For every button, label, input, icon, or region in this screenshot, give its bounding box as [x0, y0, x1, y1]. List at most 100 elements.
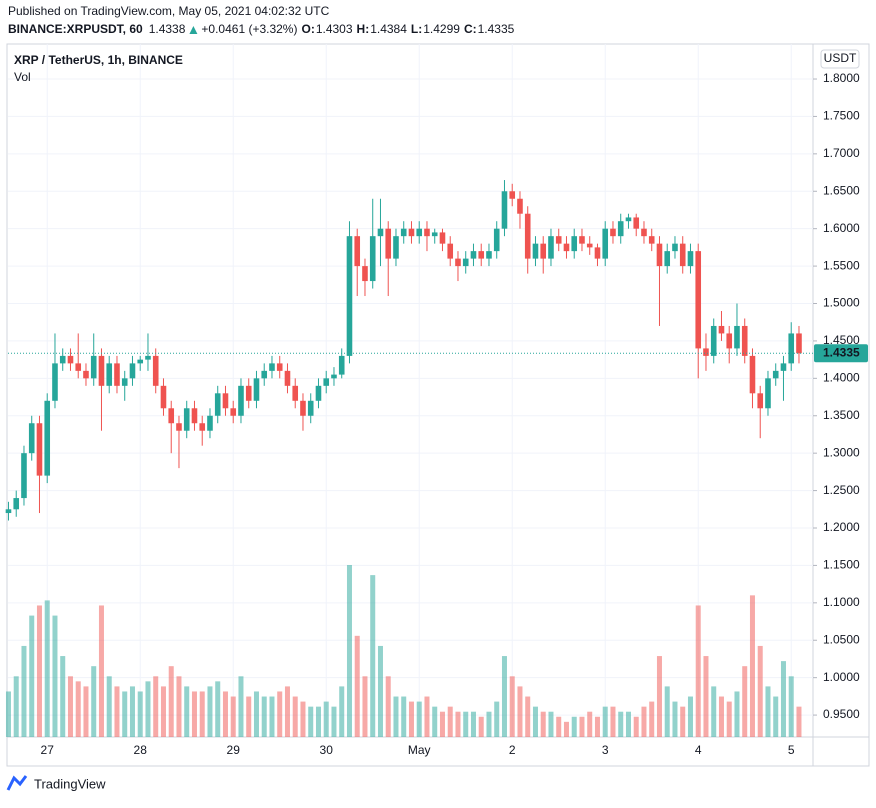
ohlc-value: 1.4299	[423, 22, 460, 36]
volume-bar	[44, 600, 50, 737]
candle-body	[780, 363, 787, 371]
volume-bar	[470, 711, 476, 737]
candle-body	[90, 355, 97, 379]
candle-body	[145, 355, 151, 360]
footer-text: TradingView	[34, 776, 106, 791]
volume-bar	[788, 676, 794, 737]
volume-bar	[664, 686, 670, 737]
candle-body	[509, 191, 516, 199]
ohlc-key: O:	[301, 22, 314, 36]
candle-body	[571, 236, 578, 252]
candle-body	[408, 228, 415, 237]
candle-body	[679, 243, 686, 267]
candle-body	[695, 251, 702, 349]
candle-body	[493, 228, 500, 252]
volume-bar	[346, 565, 352, 737]
ohlc-key: C:	[464, 22, 477, 36]
candle-body	[106, 363, 113, 386]
volume-bar	[486, 711, 492, 737]
candle-body	[207, 415, 213, 431]
ohlc-value: 1.4384	[370, 22, 407, 36]
volume-bar	[447, 706, 453, 737]
volume-bar	[525, 696, 531, 737]
candle-body	[555, 236, 562, 244]
y-tick-label: 1.4000	[823, 371, 860, 385]
candle-body	[772, 370, 779, 379]
volume-bar	[323, 701, 329, 737]
volume-bar	[556, 716, 562, 737]
ohlc-value: 1.4303	[316, 22, 353, 36]
volume-bar	[269, 696, 275, 737]
volume-bar	[129, 686, 135, 737]
y-tick-label: 1.1500	[823, 558, 860, 572]
candle-body	[269, 363, 275, 371]
logo-icon	[6, 775, 28, 791]
candle-body	[563, 243, 570, 252]
candle-body	[687, 251, 694, 267]
y-tick-label: 1.3500	[823, 408, 860, 422]
candle-layer	[5, 180, 802, 521]
candle-body	[734, 325, 740, 349]
candle-body	[238, 385, 244, 416]
candle-body	[75, 363, 82, 371]
candle-body	[300, 400, 306, 416]
volume-bar	[114, 686, 120, 737]
volume-bar	[238, 676, 244, 737]
volume-bar	[687, 696, 693, 737]
candle-body	[765, 378, 771, 409]
candle-body	[52, 363, 58, 401]
ohlc-value: 1.4335	[478, 22, 515, 36]
candle-body	[540, 243, 547, 259]
candle-body	[703, 348, 709, 356]
candle-body	[602, 228, 609, 259]
currency-box[interactable]	[820, 49, 860, 69]
candle-body	[439, 232, 446, 244]
candle-body	[625, 217, 632, 222]
chart-frame	[6, 43, 870, 767]
volume-bar	[734, 691, 740, 737]
candle-body	[470, 251, 477, 259]
volume-bar	[672, 701, 678, 737]
volume-bar	[215, 681, 221, 737]
volume-bar	[370, 575, 376, 737]
volume-bar	[13, 676, 19, 737]
volume-bar	[416, 701, 422, 737]
y-tick-label: 1.6000	[823, 221, 860, 235]
y-tick-label: 1.2000	[823, 520, 860, 534]
volume-bar	[284, 686, 290, 737]
grid	[8, 44, 813, 737]
footer-logo: TradingView	[6, 775, 106, 791]
candle-body	[168, 408, 175, 424]
candle-body	[718, 325, 725, 334]
candle-body	[749, 355, 756, 394]
volume-bar	[501, 656, 507, 737]
candle-body	[114, 363, 120, 386]
currency-label: USDT	[824, 51, 857, 65]
x-tick-label: 5	[788, 743, 795, 757]
up-triangle	[189, 26, 198, 34]
candle-body	[579, 236, 585, 244]
candle-body	[261, 370, 268, 379]
volume-bar	[532, 706, 538, 737]
volume-bar	[261, 696, 267, 737]
x-tick-label: May	[408, 743, 431, 757]
candle-body	[59, 355, 66, 364]
x-tick-label: 30	[320, 743, 334, 757]
volume-bar	[331, 706, 337, 737]
volume-bar	[52, 615, 58, 737]
candle-body	[13, 498, 20, 510]
x-tick-label: 3	[602, 743, 609, 757]
volume-bar	[315, 706, 321, 737]
y-tick-label: 1.7500	[823, 109, 860, 123]
volume-bar	[377, 645, 383, 737]
volume-bar	[563, 721, 569, 737]
candle-body	[284, 370, 291, 386]
candle-body	[83, 370, 89, 379]
volume-bar	[408, 701, 414, 737]
y-tick-label: 1.6500	[823, 183, 860, 197]
candle-body	[214, 393, 221, 416]
candle-body	[307, 400, 314, 416]
volume-bar	[106, 676, 112, 737]
candle-body	[617, 221, 624, 237]
